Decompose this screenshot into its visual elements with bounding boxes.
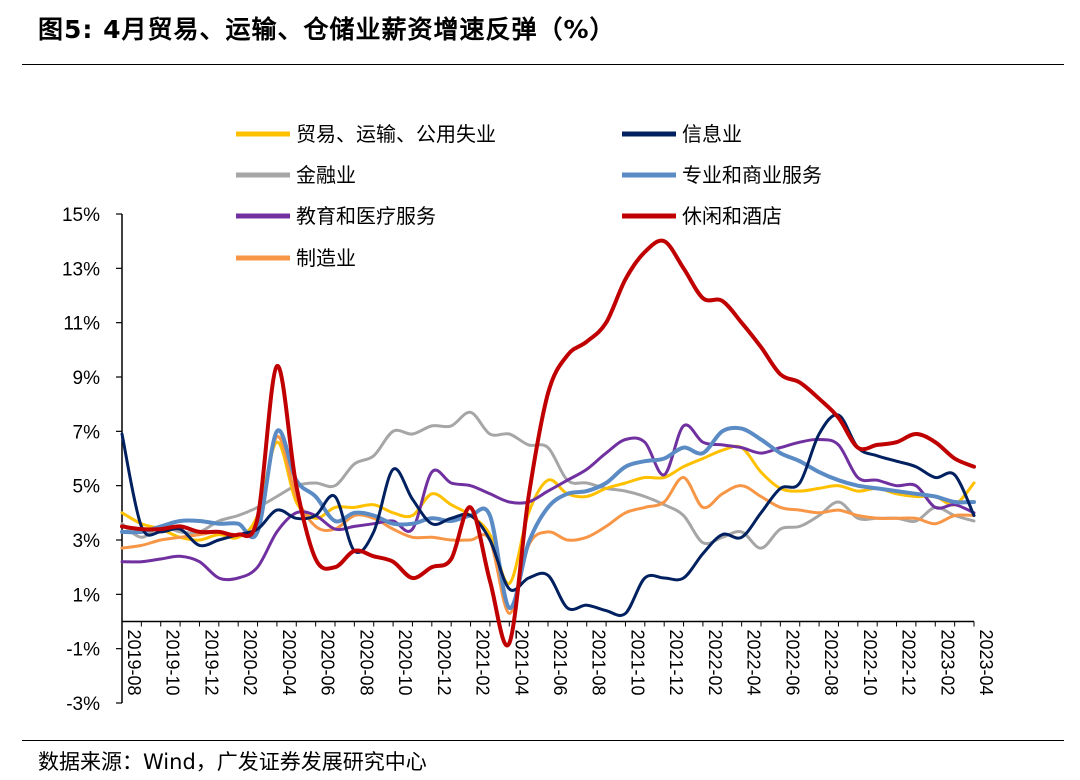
legend-label: 贸易、运输、公用失业 (296, 122, 496, 146)
x-tick-label: 2021-10 (627, 630, 647, 696)
x-tick-label: 2021-02 (473, 630, 493, 696)
legend-label: 制造业 (296, 246, 356, 270)
series-line-5 (120, 238, 976, 648)
x-tick-label: 2022-12 (899, 630, 919, 696)
line-chart: -3% -1% 1% 3% 5% 7% 9% 11% 13% 15% 2019-08 2019-10 2… (62, 122, 996, 715)
x-tick-label: 2023-02 (937, 630, 957, 696)
y-tick-label: -3% (66, 694, 100, 715)
x-tick-label: 2020-08 (356, 630, 376, 696)
legend-label: 信息业 (682, 122, 742, 146)
x-tick-label: 2022-02 (705, 630, 725, 696)
x-tick-label: 2020-06 (318, 630, 338, 696)
legend-label: 金融业 (296, 163, 356, 187)
y-tick-label: 13% (62, 259, 100, 280)
figure-title: 图5: 4月贸易、运输、仓储业薪资增速反弹（%） (38, 15, 616, 44)
y-tick-label: 11% (63, 314, 100, 335)
y-tick-label: -1% (66, 640, 100, 661)
x-tick-label: 2020-02 (240, 630, 260, 696)
y-tick-label: 9% (73, 368, 101, 389)
y-tick-label: 3% (73, 531, 101, 552)
series-line-1 (120, 413, 976, 617)
x-tick-label: 2021-04 (511, 630, 531, 696)
x-tick-label: 2022-08 (821, 630, 841, 696)
x-tick-label: 2020-10 (395, 630, 415, 696)
x-tick-label: 2022-04 (744, 630, 764, 696)
x-tick-label: 2022-06 (782, 630, 802, 696)
y-tick-label: 5% (73, 477, 101, 498)
legend-label: 休闲和酒店 (682, 204, 782, 228)
y-tick-label: 15% (62, 205, 100, 226)
x-tick-label: 2023-04 (976, 630, 996, 696)
series-line-4 (120, 423, 976, 582)
x-tick-label: 2021-08 (589, 630, 609, 696)
y-tick-label: 1% (73, 585, 101, 606)
source-divider (22, 740, 1064, 741)
x-tick-label: 2022-10 (860, 630, 880, 696)
series-line-3 (120, 425, 976, 610)
x-tick-label: 2019-10 (163, 630, 183, 696)
x-tick-label: 2019-08 (124, 630, 144, 696)
legend-label: 专业和商业服务 (682, 163, 822, 187)
y-tick-label: 7% (73, 422, 101, 443)
x-tick-label: 2019-12 (201, 630, 221, 696)
x-tick-label: 2021-12 (666, 630, 686, 696)
series-line-6 (120, 435, 976, 615)
title-divider (22, 64, 1064, 65)
x-tick-label: 2021-06 (550, 630, 570, 696)
x-tick-label: 2020-04 (279, 630, 299, 696)
legend-label: 教育和医疗服务 (296, 204, 436, 228)
x-tick-label: 2020-12 (434, 630, 454, 696)
source-note: 数据来源：Wind，广发证券发展研究中心 (38, 750, 427, 774)
